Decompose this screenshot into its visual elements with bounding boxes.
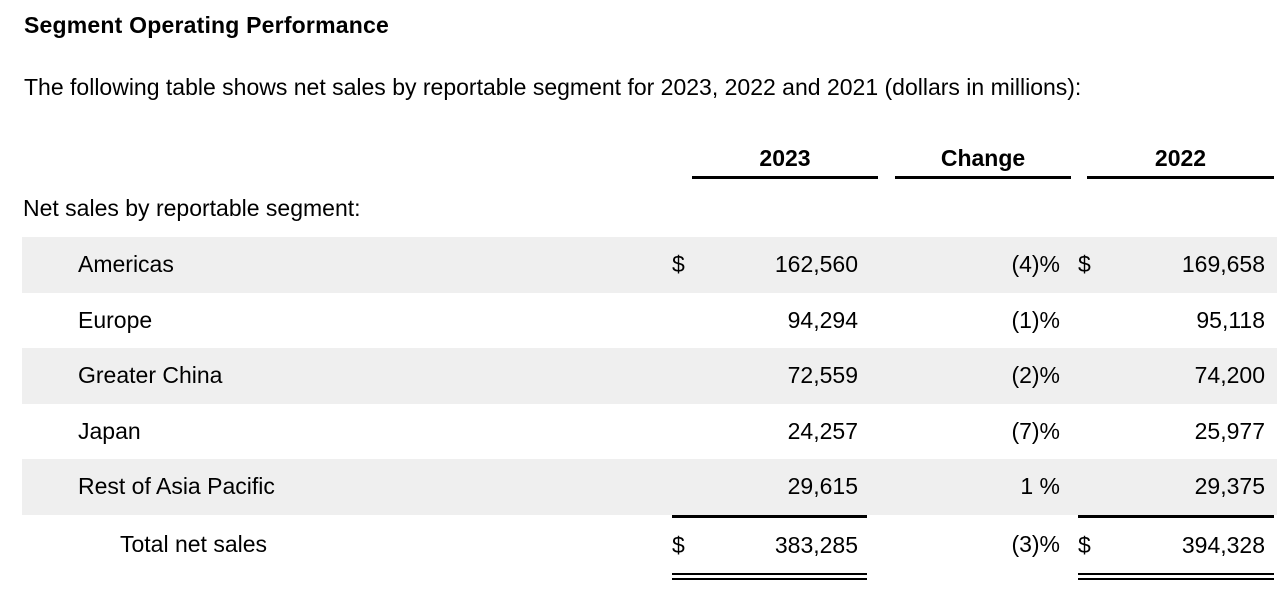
value-2022: 74,200: [1194, 362, 1265, 389]
column-gap: [867, 404, 884, 460]
total-value-2022: 394,328: [1181, 531, 1265, 558]
cell-2022: 74,200: [1078, 348, 1274, 404]
column-gap: [1274, 404, 1277, 460]
value-2022: 25,977: [1194, 417, 1265, 444]
column-header-2022: 2022: [1087, 140, 1274, 179]
column-gap: [1062, 459, 1078, 515]
value-2022: 29,375: [1194, 473, 1265, 500]
column-gap: [1274, 348, 1277, 404]
column-gap: [1274, 459, 1277, 515]
currency-symbol: $: [1078, 531, 1091, 558]
cell-2023: $ 162,560: [672, 237, 867, 293]
column-gap: [1062, 293, 1078, 349]
row-label: Americas: [78, 251, 174, 278]
total-cell-2022: $ 394,328: [1078, 514, 1274, 580]
currency-symbol: $: [1078, 251, 1091, 278]
cell-2023: 72,559: [672, 348, 867, 404]
column-gap: [1062, 237, 1078, 293]
row-label: Greater China: [78, 362, 223, 389]
row-label: Rest of Asia Pacific: [78, 473, 275, 500]
table-header-row: 2023 Change 2022: [22, 140, 1277, 179]
cell-change: (4)%: [1011, 251, 1060, 278]
section-title: Segment Operating Performance: [24, 12, 389, 38]
column-gap: [867, 459, 884, 515]
column-gap: [1274, 237, 1277, 293]
column-gap: [1071, 140, 1087, 179]
row-label: Europe: [78, 306, 153, 333]
currency-symbol: $: [672, 251, 685, 278]
table-row-rest-of-asia-pacific: Rest of Asia Pacific 29,615 1 % 29,375: [22, 459, 1277, 515]
column-header-2023: 2023: [692, 140, 878, 179]
table-row-greater-china: Greater China 72,559 (2)% 74,200: [22, 348, 1277, 404]
total-value-2023: 383,285: [774, 531, 858, 558]
column-header-change: Change: [895, 140, 1071, 179]
value-2023: 162,560: [774, 251, 858, 278]
table-row-japan: Japan 24,257 (7)% 25,977: [22, 404, 1277, 460]
cell-2023: 94,294: [672, 293, 867, 349]
value-2023: 29,615: [787, 473, 858, 500]
header-spacer: [22, 140, 692, 179]
column-gap: [867, 237, 884, 293]
total-label: Total net sales: [120, 531, 268, 557]
value-2023: 72,559: [787, 362, 858, 389]
value-2022: 169,658: [1181, 251, 1265, 278]
value-2023: 94,294: [787, 306, 858, 333]
cell-2022: 29,375: [1078, 459, 1274, 515]
cell-change: (1)%: [1011, 306, 1060, 333]
value-2022: 95,118: [1196, 306, 1265, 333]
cell-2023: 29,615: [672, 459, 867, 515]
row-label: Japan: [78, 417, 141, 444]
intro-paragraph: The following table shows net sales by r…: [24, 74, 1082, 100]
column-gap: [1062, 515, 1078, 575]
cell-change: 1 %: [1020, 473, 1060, 500]
currency-symbol: $: [672, 531, 685, 558]
table-row-total-net-sales: Total net sales $ 383,285 (3)% $ 394,328: [22, 514, 1277, 580]
value-2023: 24,257: [787, 417, 858, 444]
cell-change: (7)%: [1011, 417, 1060, 444]
cell-2023: 24,257: [672, 404, 867, 460]
cell-2022: $ 169,658: [1078, 237, 1274, 293]
column-gap: [878, 140, 895, 179]
column-gap: [1274, 140, 1277, 179]
net-sales-table: 2023 Change 2022 Net sales by reportable…: [22, 140, 1277, 580]
column-gap: [1062, 348, 1078, 404]
total-cell-change: (3)%: [1011, 531, 1060, 557]
table-row-americas: Americas $ 162,560 (4)% $ 169,658: [22, 237, 1277, 293]
section-label-row: Net sales by reportable segment:: [22, 179, 1277, 237]
column-gap: [867, 348, 884, 404]
column-gap: [1274, 293, 1277, 349]
column-gap: [867, 515, 884, 575]
cell-change: (2)%: [1011, 362, 1060, 389]
table-row-europe: Europe 94,294 (1)% 95,118: [22, 293, 1277, 349]
total-cell-2023: $ 383,285: [672, 514, 867, 580]
cell-2022: 25,977: [1078, 404, 1274, 460]
column-gap: [867, 293, 884, 349]
cell-2022: 95,118: [1078, 293, 1274, 349]
section-label: Net sales by reportable segment:: [23, 194, 361, 221]
column-gap: [1062, 404, 1078, 460]
column-gap: [1274, 515, 1277, 575]
